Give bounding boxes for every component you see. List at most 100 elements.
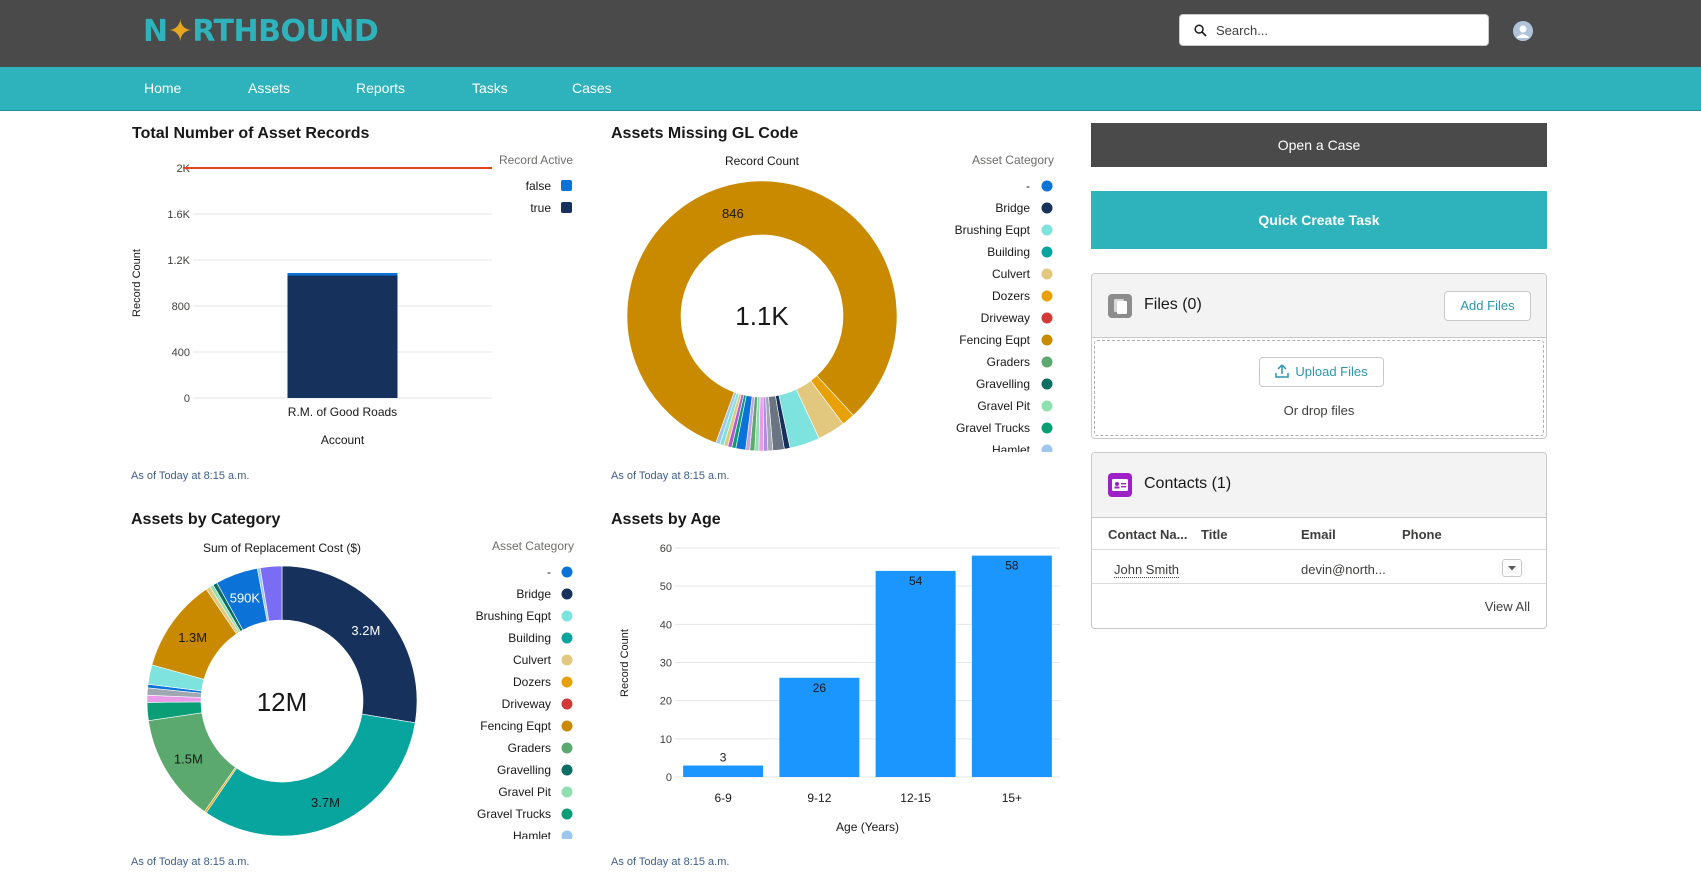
legend-title: Asset Category bbox=[492, 539, 574, 553]
column-header-email[interactable]: Email bbox=[1301, 527, 1336, 542]
nav-tasks[interactable]: Tasks bbox=[472, 80, 508, 96]
legend-label: Gravelling bbox=[497, 763, 551, 777]
legend-label: Dozers bbox=[992, 289, 1030, 303]
legend-label: - bbox=[1026, 179, 1030, 193]
add-files-button[interactable]: Add Files bbox=[1444, 291, 1531, 321]
card-title-total-records[interactable]: Total Number of Asset Records bbox=[132, 125, 370, 142]
nav-home[interactable]: Home bbox=[144, 80, 182, 96]
column-header-phone[interactable]: Phone bbox=[1402, 527, 1442, 542]
logo-star-icon: ✦ bbox=[167, 14, 193, 49]
slice-label: 590K bbox=[230, 590, 261, 605]
legend-label: - bbox=[547, 565, 551, 579]
bar-false bbox=[287, 272, 398, 276]
legend-label: Bridge bbox=[995, 201, 1030, 215]
legend-label: Bridge bbox=[516, 587, 551, 601]
slice-fencing-eqpt bbox=[626, 180, 898, 444]
user-avatar-icon[interactable] bbox=[1513, 21, 1533, 41]
row-actions-button[interactable] bbox=[1502, 559, 1522, 577]
legend-swatch bbox=[1041, 246, 1053, 258]
legend-swatch bbox=[1041, 180, 1053, 192]
files-panel: Files (0) Add Files Upload Files Or drop… bbox=[1091, 273, 1547, 439]
card-title-by-category[interactable]: Assets by Category bbox=[131, 511, 281, 528]
nav-cases[interactable]: Cases bbox=[572, 80, 612, 96]
slice-label: 846 bbox=[722, 206, 744, 221]
quick-create-task-button[interactable]: Quick Create Task bbox=[1091, 191, 1547, 249]
legend-swatch bbox=[561, 654, 573, 666]
data-label: 58 bbox=[1005, 559, 1019, 573]
open-case-button[interactable]: Open a Case bbox=[1091, 123, 1547, 167]
y-tick-label: 50 bbox=[660, 581, 672, 593]
nav-reports[interactable]: Reports bbox=[356, 80, 406, 96]
y-tick-label: 40 bbox=[660, 619, 672, 631]
upload-files-button[interactable]: Upload Files bbox=[1259, 357, 1384, 387]
legend-swatch bbox=[561, 786, 573, 798]
legend-swatch bbox=[561, 676, 573, 688]
card-title-by-age[interactable]: Assets by Age bbox=[611, 511, 721, 528]
as-of-note: As of Today at 8:15 a.m. bbox=[611, 856, 730, 868]
contact-name-link[interactable]: John Smith bbox=[1114, 562, 1180, 578]
upload-icon bbox=[1275, 364, 1290, 378]
legend-swatch bbox=[561, 830, 573, 839]
search-box bbox=[1179, 14, 1489, 46]
x-axis-label: Age (Years) bbox=[836, 820, 899, 834]
legend-swatch bbox=[1041, 268, 1053, 280]
legend: Asset Category - Bridge Brushing Eqpt Buildi… bbox=[955, 153, 1054, 452]
legend-swatch bbox=[1041, 290, 1053, 302]
y-tick-label: 10 bbox=[660, 734, 672, 746]
top-header: N✦RTHBOUND bbox=[0, 0, 1701, 67]
data-label: 3 bbox=[720, 751, 727, 765]
search-input[interactable] bbox=[1216, 15, 1476, 45]
column-header-title[interactable]: Title bbox=[1201, 527, 1228, 542]
legend-swatch bbox=[1041, 400, 1053, 412]
legend-swatch bbox=[561, 566, 573, 578]
data-label: 26 bbox=[813, 681, 827, 695]
row-divider bbox=[1092, 549, 1546, 550]
upload-files-label: Upload Files bbox=[1295, 364, 1368, 379]
bar bbox=[971, 555, 1052, 777]
bar-true bbox=[287, 275, 398, 398]
y-tick-label: 0 bbox=[666, 772, 672, 784]
search-icon bbox=[1194, 24, 1207, 37]
legend-swatch bbox=[561, 588, 573, 600]
legend-swatch bbox=[1041, 202, 1053, 214]
contacts-title[interactable]: Contacts (1) bbox=[1144, 475, 1232, 492]
logo[interactable]: N✦RTHBOUND bbox=[143, 14, 379, 49]
data-label: 54 bbox=[909, 574, 923, 588]
view-all-link[interactable]: View All bbox=[1484, 599, 1530, 614]
legend-label: Driveway bbox=[981, 311, 1030, 325]
logo-text-end: RTHBOUND bbox=[192, 14, 379, 49]
legend-swatch bbox=[1041, 334, 1053, 346]
legend-swatch bbox=[1041, 422, 1053, 434]
bar bbox=[875, 570, 956, 777]
donut-center-label: 1.1K bbox=[735, 301, 789, 331]
legend-label: Fencing Eqpt bbox=[480, 719, 551, 733]
chart-missing-gl: Record Count 1.1K 846 Asset Category - Bridge… bbox=[626, 153, 1054, 452]
legend-label: Gravel Pit bbox=[977, 399, 1030, 413]
column-header-contact-name[interactable]: Contact Na... bbox=[1108, 527, 1188, 542]
y-tick-label: 60 bbox=[660, 543, 672, 555]
card-title-missing-gl[interactable]: Assets Missing GL Code bbox=[611, 125, 799, 142]
legend-swatch bbox=[561, 610, 573, 622]
x-tick-label: 9-12 bbox=[807, 791, 831, 805]
drop-files-text: Or drop files bbox=[1283, 403, 1355, 418]
slice-bridge bbox=[281, 565, 418, 724]
row-divider bbox=[1092, 583, 1546, 584]
legend-label: Fencing Eqpt bbox=[959, 333, 1030, 347]
main-nav: Home Assets Reports Tasks Cases bbox=[0, 67, 1701, 111]
file-drop-zone[interactable]: Upload Files Or drop files bbox=[1094, 340, 1544, 436]
chart-by-age: 0 10 20 30 40 50 60 Record Count 3 6-9 26 9-12 54 12-… bbox=[619, 543, 1060, 834]
contact-email-cell[interactable]: devin@north... bbox=[1301, 562, 1386, 577]
as-of-note: As of Today at 8:15 a.m. bbox=[131, 470, 250, 482]
legend-label: Gravelling bbox=[976, 377, 1030, 391]
files-title[interactable]: Files (0) bbox=[1144, 296, 1202, 313]
slice-building bbox=[205, 713, 416, 837]
nav-assets[interactable]: Assets bbox=[248, 80, 291, 96]
legend-swatch bbox=[561, 698, 573, 710]
y-tick-label: 800 bbox=[172, 301, 190, 313]
legend-label: Culvert bbox=[513, 653, 552, 667]
as-of-note: As of Today at 8:15 a.m. bbox=[611, 470, 730, 482]
y-tick-label: 1.2K bbox=[167, 255, 190, 267]
legend-swatch bbox=[561, 632, 573, 644]
legend-label: Building bbox=[508, 631, 551, 645]
